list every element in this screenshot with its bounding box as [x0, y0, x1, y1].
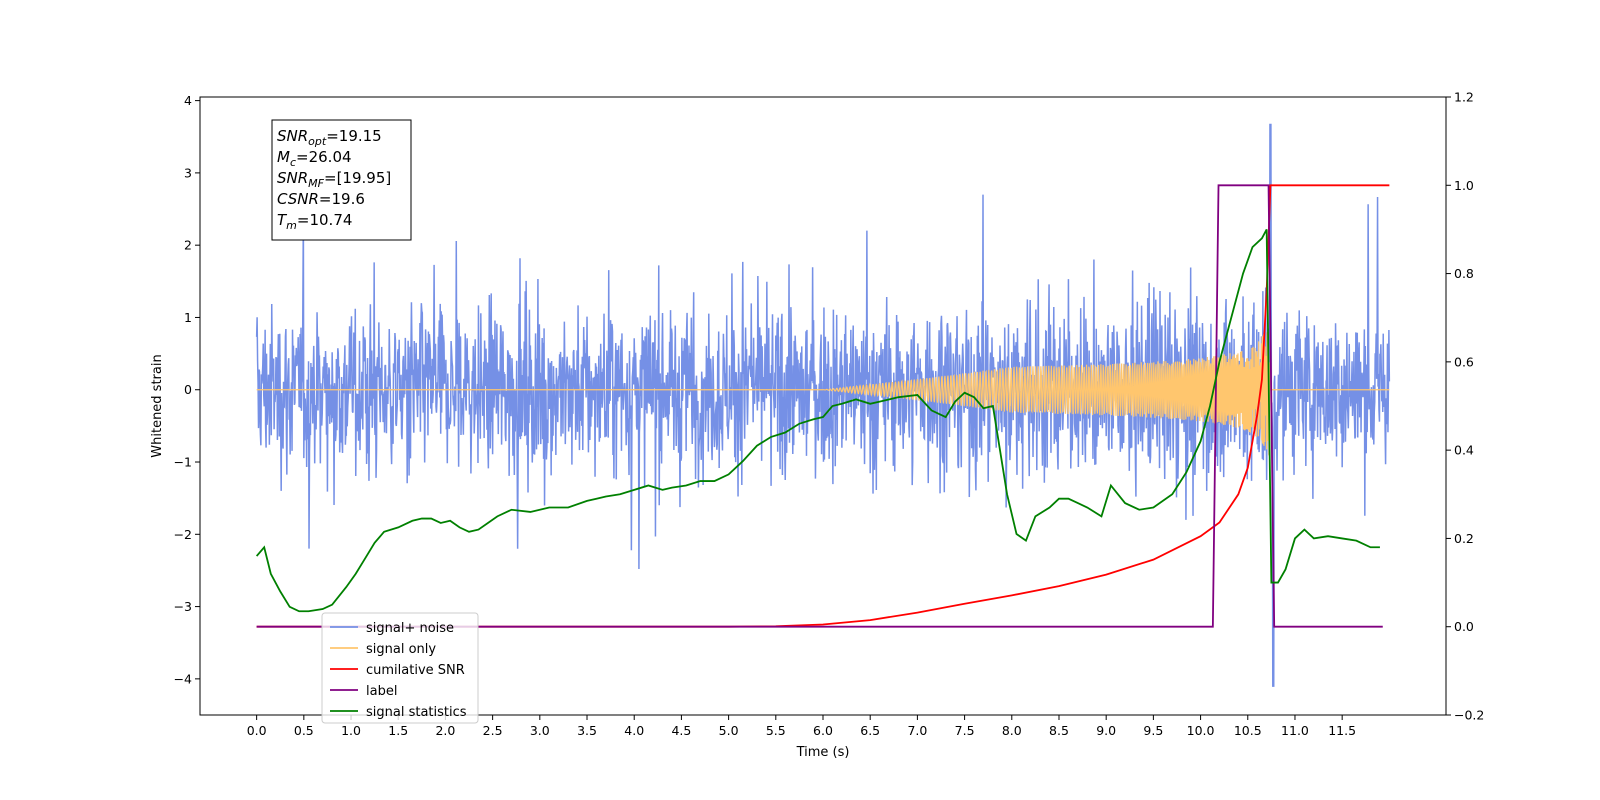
x-tick-label: 10.5: [1234, 723, 1262, 738]
x-tick-label: 8.5: [1049, 723, 1069, 738]
y-right-tick-label: −0.2: [1454, 708, 1484, 723]
series-cumulative-snr: [256, 184, 1390, 628]
x-tick-label: 1.0: [341, 723, 361, 738]
y-right-tick-label: 0.8: [1454, 266, 1474, 281]
x-tick-label: 2.0: [435, 723, 455, 738]
legend-label: label: [366, 684, 397, 699]
y-right-tick-label: 1.0: [1454, 178, 1474, 193]
series-label: [256, 184, 1383, 628]
stats-box: SNRopt=19.15Mc=26.04SNRMF=[19.95]CSNR=19…: [271, 119, 412, 241]
legend-label: cumilative SNR: [366, 663, 465, 678]
x-tick-label: 11.0: [1281, 723, 1309, 738]
y-right-tick-label: 0.2: [1454, 531, 1474, 546]
x-tick-label: 1.5: [388, 723, 408, 738]
stats-line: Tm=10.74: [277, 211, 352, 232]
x-tick-label: 5.5: [766, 723, 786, 738]
y-left-tick-label: 4: [184, 93, 192, 108]
stats-line: SNRMF=[19.95]: [277, 169, 391, 190]
y-right-tick-label: 0.6: [1454, 354, 1474, 369]
x-tick-label: 0.0: [247, 723, 267, 738]
legend: signal+ noise signal only cumilative SNR la…: [321, 612, 479, 724]
x-tick-label: 6.5: [860, 723, 880, 738]
x-tick-label: 11.5: [1328, 723, 1356, 738]
y-left-tick-label: 1: [184, 310, 192, 325]
stats-line: Mc=26.04: [277, 148, 352, 169]
y-right-tick-label: 0.0: [1454, 619, 1474, 634]
x-tick-label: 0.5: [294, 723, 314, 738]
x-tick-label: 4.0: [624, 723, 644, 738]
stats-line: CSNR=19.6: [277, 190, 365, 208]
legend-label: signal statistics: [366, 705, 467, 720]
x-tick-label: 2.5: [483, 723, 503, 738]
x-tick-label: 7.0: [907, 723, 927, 738]
y-left-tick-label: −4: [174, 671, 192, 686]
x-tick-label: 8.0: [1002, 723, 1022, 738]
x-tick-label: 6.0: [813, 723, 833, 738]
x-tick-label: 4.5: [671, 723, 691, 738]
x-tick-label: 7.5: [955, 723, 975, 738]
series-signal-only: [256, 329, 1390, 456]
y-right-tick-label: 0.4: [1454, 443, 1474, 458]
x-tick-label: 9.5: [1143, 723, 1163, 738]
x-tick-label: 3.0: [530, 723, 550, 738]
stats-box-frame: [271, 119, 412, 241]
stats-line: SNRopt=19.15: [277, 127, 382, 148]
legend-label: signal+ noise: [366, 621, 454, 636]
y-left-tick-label: 0: [184, 382, 192, 397]
y-left-tick-label: −2: [174, 527, 192, 542]
x-tick-label: 5.0: [719, 723, 739, 738]
x-tick-label: 10.0: [1187, 723, 1215, 738]
x-tick-label: 3.5: [577, 723, 597, 738]
y-left-tick-label: 2: [184, 238, 192, 253]
series-signal-statistics: [255, 229, 1380, 613]
legend-label: signal only: [366, 642, 436, 657]
y-left-tick-label: −1: [174, 455, 192, 470]
series-layer: [255, 123, 1391, 687]
y-axis-label: Whitened strain: [150, 354, 165, 457]
y-right-tick-label: 1.2: [1454, 90, 1474, 105]
x-tick-label: 9.0: [1096, 723, 1116, 738]
y-left-tick-label: 3: [184, 165, 192, 180]
legend-frame: [321, 612, 479, 724]
x-axis-label: Time (s): [796, 745, 850, 760]
y-left-tick-label: −3: [174, 599, 192, 614]
axis-ticks: 0.0 0.5 1.0 1.5 2.0 2.5 3.0 3.5 4.0 4.5 5.0 5.5 6.0 6…: [174, 90, 1485, 739]
